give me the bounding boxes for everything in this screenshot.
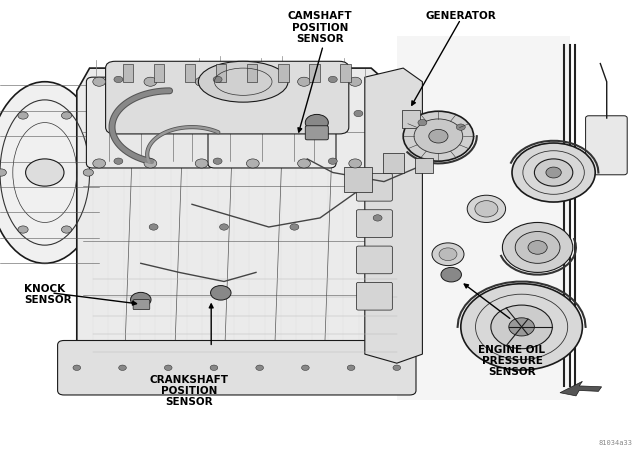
Bar: [216, 64, 227, 82]
Circle shape: [439, 248, 457, 261]
Circle shape: [509, 318, 534, 336]
FancyBboxPatch shape: [356, 282, 392, 310]
Circle shape: [305, 114, 328, 131]
Circle shape: [515, 232, 560, 263]
Text: ENGINE OIL
PRESSURE
SENSOR: ENGINE OIL PRESSURE SENSOR: [479, 345, 545, 377]
Circle shape: [131, 292, 151, 307]
Circle shape: [195, 77, 208, 86]
Circle shape: [461, 284, 582, 370]
FancyBboxPatch shape: [415, 158, 433, 173]
Circle shape: [432, 243, 464, 266]
Circle shape: [213, 76, 222, 83]
FancyBboxPatch shape: [58, 340, 416, 395]
Circle shape: [491, 305, 552, 349]
Circle shape: [211, 286, 231, 300]
Ellipse shape: [0, 82, 102, 263]
FancyBboxPatch shape: [356, 173, 392, 201]
Circle shape: [61, 112, 72, 119]
Circle shape: [298, 77, 310, 86]
Circle shape: [220, 224, 228, 230]
Bar: [154, 64, 164, 82]
Bar: [278, 64, 289, 82]
Circle shape: [83, 169, 93, 176]
Polygon shape: [77, 68, 397, 372]
Circle shape: [210, 365, 218, 370]
Circle shape: [114, 76, 123, 83]
Text: CRANKSHAFT
POSITION
SENSOR: CRANKSHAFT POSITION SENSOR: [149, 375, 228, 407]
Circle shape: [546, 167, 561, 178]
Text: KNOCK
SENSOR: KNOCK SENSOR: [24, 284, 72, 305]
Circle shape: [164, 365, 172, 370]
Circle shape: [441, 267, 461, 282]
Text: GENERATOR: GENERATOR: [426, 11, 496, 21]
Circle shape: [475, 201, 498, 217]
Circle shape: [349, 77, 362, 86]
FancyBboxPatch shape: [344, 167, 372, 192]
Circle shape: [290, 224, 299, 230]
Circle shape: [502, 222, 573, 272]
Ellipse shape: [198, 61, 288, 102]
Circle shape: [456, 124, 465, 130]
Bar: [340, 64, 351, 82]
FancyBboxPatch shape: [86, 77, 214, 168]
Circle shape: [149, 224, 158, 230]
Circle shape: [256, 365, 264, 370]
Text: CAMSHAFT
POSITION
SENSOR: CAMSHAFT POSITION SENSOR: [288, 11, 352, 44]
Bar: [309, 64, 319, 82]
Circle shape: [418, 119, 427, 126]
Circle shape: [373, 215, 382, 221]
Circle shape: [328, 76, 337, 83]
Circle shape: [467, 195, 506, 222]
Circle shape: [354, 110, 363, 117]
Circle shape: [93, 77, 106, 86]
FancyBboxPatch shape: [356, 246, 392, 274]
Bar: [247, 64, 257, 82]
Bar: [123, 64, 133, 82]
FancyBboxPatch shape: [402, 110, 420, 128]
Circle shape: [93, 159, 106, 168]
Circle shape: [414, 119, 463, 153]
Circle shape: [144, 77, 157, 86]
FancyBboxPatch shape: [305, 126, 328, 140]
FancyBboxPatch shape: [106, 61, 349, 134]
Circle shape: [393, 365, 401, 370]
FancyBboxPatch shape: [383, 153, 404, 173]
Circle shape: [534, 159, 573, 186]
Circle shape: [26, 159, 64, 186]
Circle shape: [349, 159, 362, 168]
Circle shape: [118, 365, 126, 370]
Circle shape: [348, 365, 355, 370]
Circle shape: [429, 129, 448, 143]
Circle shape: [0, 169, 6, 176]
Circle shape: [61, 226, 72, 233]
FancyBboxPatch shape: [586, 116, 627, 175]
FancyBboxPatch shape: [208, 77, 336, 168]
FancyBboxPatch shape: [356, 210, 392, 237]
Circle shape: [246, 159, 259, 168]
Circle shape: [114, 158, 123, 164]
Circle shape: [213, 158, 222, 164]
Circle shape: [403, 111, 474, 161]
Circle shape: [246, 77, 259, 86]
Circle shape: [512, 143, 595, 202]
Circle shape: [528, 241, 547, 254]
Circle shape: [18, 112, 28, 119]
Circle shape: [195, 159, 208, 168]
Text: 81034a33: 81034a33: [598, 440, 632, 446]
Bar: [397, 36, 570, 400]
Polygon shape: [365, 68, 422, 363]
Circle shape: [18, 226, 28, 233]
Bar: [185, 64, 195, 82]
Circle shape: [301, 365, 309, 370]
FancyBboxPatch shape: [133, 300, 150, 310]
Circle shape: [298, 159, 310, 168]
Polygon shape: [560, 381, 602, 396]
Circle shape: [328, 158, 337, 164]
Circle shape: [73, 365, 81, 370]
Circle shape: [144, 159, 157, 168]
